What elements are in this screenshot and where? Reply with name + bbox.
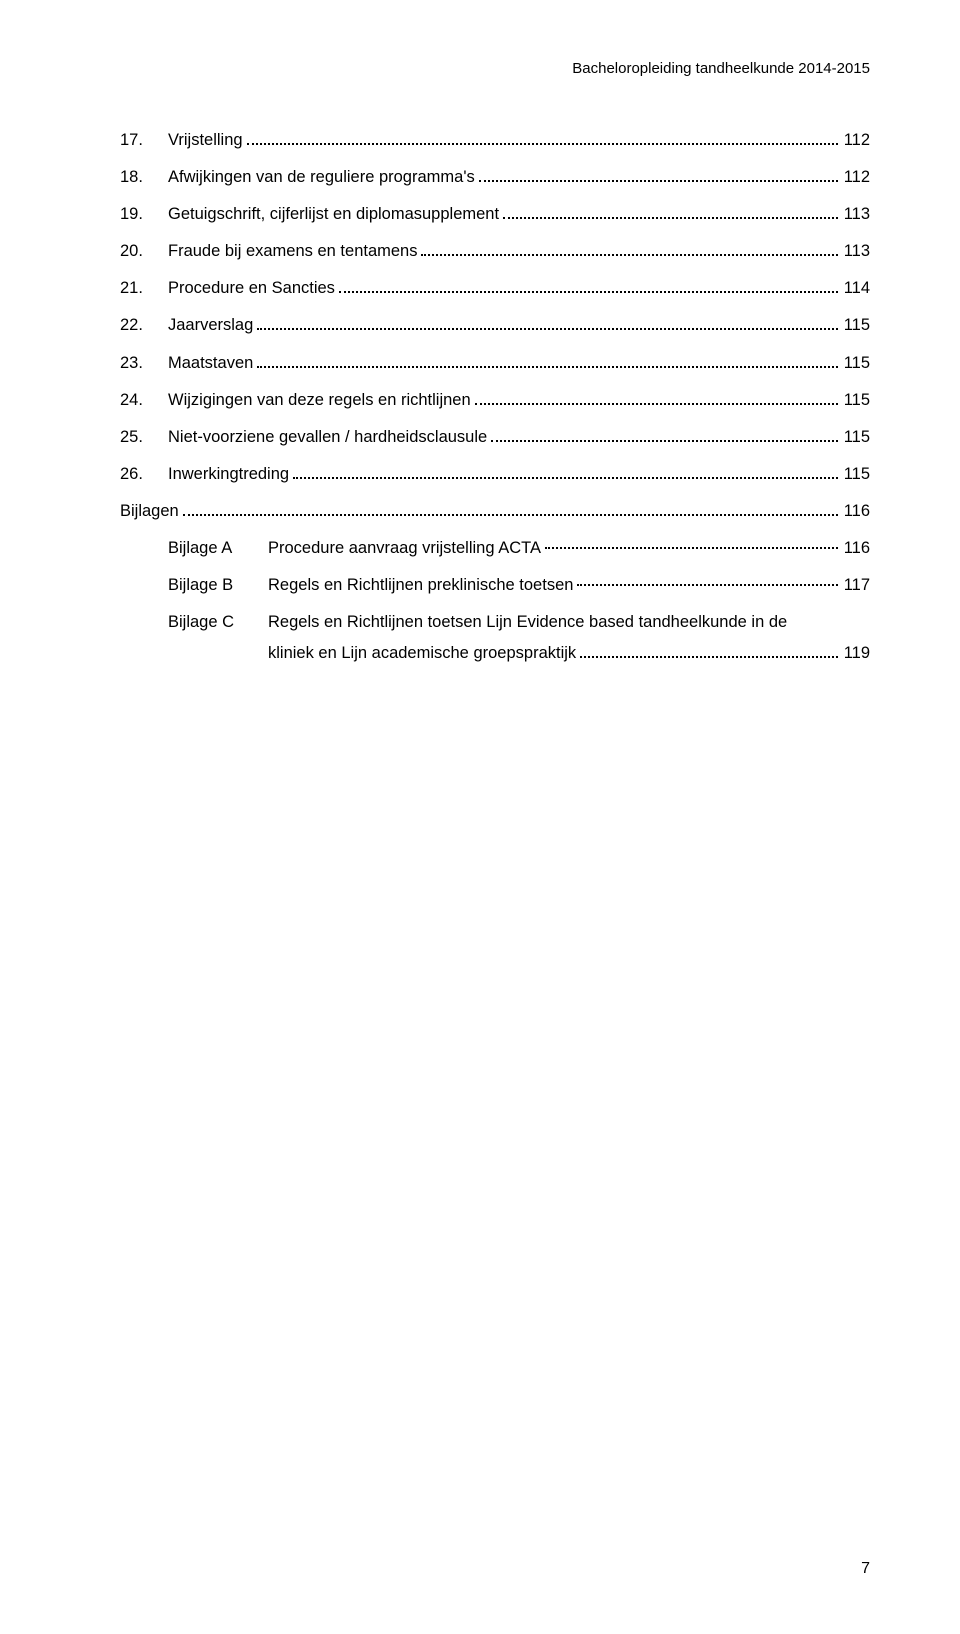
- toc-entry: 20. Fraude bij examens en tentamens 113: [120, 240, 870, 263]
- leader-dots: [183, 504, 838, 516]
- toc-number: 24.: [120, 389, 168, 412]
- toc-label: Maatstaven: [168, 352, 253, 375]
- toc-label: Vrijstelling: [168, 129, 243, 152]
- toc-page: 114: [842, 277, 870, 300]
- toc-entry: 19. Getuigschrift, cijferlijst en diplom…: [120, 203, 870, 226]
- table-of-contents: 17. Vrijstelling 112 18. Afwijkingen van…: [120, 129, 870, 679]
- leader-dots: [247, 133, 838, 145]
- toc-page: 116: [842, 537, 870, 560]
- toc-page: 115: [842, 463, 870, 486]
- appendix-tag: Bijlage C: [168, 611, 268, 634]
- toc-number: 18.: [120, 166, 168, 189]
- leader-dots: [257, 356, 837, 368]
- appendix-label-text-line1: Regels en Richtlijnen toetsen Lijn Evide…: [268, 611, 787, 634]
- toc-label: Getuigschrift, cijferlijst en diplomasup…: [168, 203, 499, 226]
- toc-label: Fraude bij examens en tentamens: [168, 240, 417, 263]
- leader-dots: [491, 430, 837, 442]
- appendix-list: Bijlage A Procedure aanvraag vrijstellin…: [120, 537, 870, 665]
- appendix-entry: Bijlage C Regels en Richtlijnen toetsen …: [120, 611, 870, 665]
- toc-label: Niet-voorziene gevallen / hardheidsclaus…: [168, 426, 487, 449]
- toc-number: 22.: [120, 314, 168, 337]
- page-footer: 7: [120, 1560, 870, 1584]
- toc-label: Afwijkingen van de reguliere programma's: [168, 166, 475, 189]
- toc-page: 115: [842, 426, 870, 449]
- toc-entry: 24. Wijzigingen van deze regels en richt…: [120, 389, 870, 412]
- toc-page: 116: [842, 500, 870, 523]
- leader-dots: [580, 646, 838, 658]
- appendix-entry: Bijlage A Procedure aanvraag vrijstellin…: [120, 537, 870, 560]
- toc-number: 25.: [120, 426, 168, 449]
- appendix-tag: Bijlage A: [168, 537, 268, 560]
- toc-page: 117: [842, 574, 870, 597]
- appendix-entry: Bijlage B Regels en Richtlijnen preklini…: [120, 574, 870, 597]
- leader-dots: [339, 281, 838, 293]
- toc-number: 17.: [120, 129, 168, 152]
- toc-number: 21.: [120, 277, 168, 300]
- toc-entry: 25. Niet-voorziene gevallen / hardheidsc…: [120, 426, 870, 449]
- leader-dots: [479, 170, 838, 182]
- toc-label-bijlagen: Bijlagen: [120, 500, 179, 523]
- leader-dots: [257, 319, 837, 331]
- toc-entry: 18. Afwijkingen van de reguliere program…: [120, 166, 870, 189]
- page-number: 7: [861, 1560, 870, 1577]
- leader-dots: [293, 467, 838, 479]
- appendix-multiline-body: Regels en Richtlijnen toetsen Lijn Evide…: [268, 611, 870, 665]
- toc-label: Jaarverslag: [168, 314, 253, 337]
- toc-entry: 21. Procedure en Sancties 114: [120, 277, 870, 300]
- appendix-tag: Bijlage B: [168, 574, 268, 597]
- toc-label: Wijzigingen van deze regels en richtlijn…: [168, 389, 471, 412]
- toc-page: 119: [842, 642, 870, 665]
- leader-dots: [577, 574, 837, 586]
- toc-entry: 22. Jaarverslag 115: [120, 314, 870, 337]
- toc-entry: 26. Inwerkingtreding 115: [120, 463, 870, 486]
- appendix-label-text: Regels en Richtlijnen preklinische toets…: [268, 574, 573, 597]
- toc-page: 112: [842, 129, 870, 152]
- toc-section-bijlagen: Bijlagen 116: [120, 500, 870, 523]
- leader-dots: [475, 393, 838, 405]
- header-text: Bacheloropleiding tandheelkunde 2014-201…: [572, 60, 870, 77]
- toc-page: 115: [842, 314, 870, 337]
- page: Bacheloropleiding tandheelkunde 2014-201…: [0, 0, 960, 1634]
- appendix-label-text: Procedure aanvraag vrijstelling ACTA: [268, 537, 541, 560]
- leader-dots: [545, 537, 838, 549]
- leader-dots: [503, 207, 838, 219]
- appendix-label-text-line2: kliniek en Lijn academische groepsprakti…: [268, 642, 576, 665]
- leader-dots: [421, 244, 837, 256]
- toc-page: 115: [842, 389, 870, 412]
- toc-number: 26.: [120, 463, 168, 486]
- toc-entry: 17. Vrijstelling 112: [120, 129, 870, 152]
- toc-page: 115: [842, 352, 870, 375]
- toc-number: 23.: [120, 352, 168, 375]
- toc-page: 113: [842, 240, 870, 263]
- toc-entry: 23. Maatstaven 115: [120, 352, 870, 375]
- running-header: Bacheloropleiding tandheelkunde 2014-201…: [120, 60, 870, 77]
- toc-page: 112: [842, 166, 870, 189]
- appendix-line2: kliniek en Lijn academische groepsprakti…: [268, 642, 870, 665]
- toc-number: 19.: [120, 203, 168, 226]
- toc-number: 20.: [120, 240, 168, 263]
- toc-label: Inwerkingtreding: [168, 463, 289, 486]
- toc-label: Procedure en Sancties: [168, 277, 335, 300]
- appendix-line1: Regels en Richtlijnen toetsen Lijn Evide…: [268, 611, 870, 634]
- toc-page: 113: [842, 203, 870, 226]
